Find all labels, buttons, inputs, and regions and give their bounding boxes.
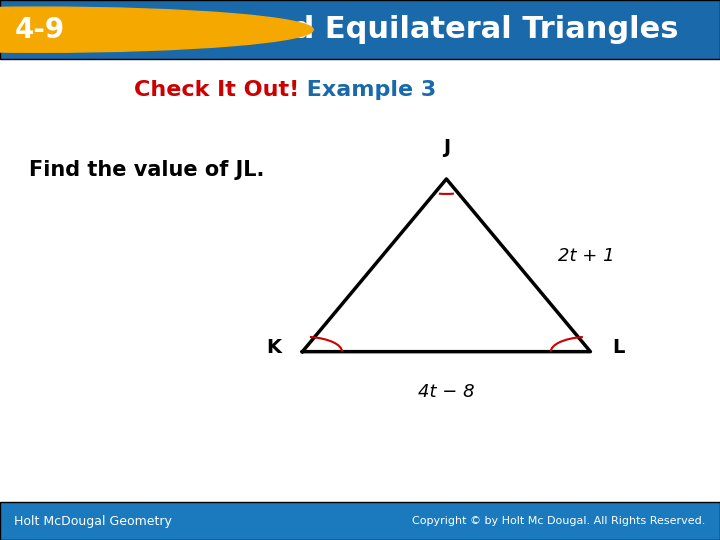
Text: Check It Out!: Check It Out! [133, 80, 299, 100]
Text: 4-9: 4-9 [14, 16, 65, 44]
Text: Isosceles and Equilateral Triangles: Isosceles and Equilateral Triangles [83, 15, 678, 44]
Text: K: K [266, 338, 281, 357]
Text: L: L [612, 338, 624, 357]
Text: Find the value of JL.: Find the value of JL. [29, 160, 264, 180]
Text: Copyright © by Holt Mc Dougal. All Rights Reserved.: Copyright © by Holt Mc Dougal. All Right… [413, 516, 706, 526]
Text: 2t + 1: 2t + 1 [558, 247, 615, 266]
FancyBboxPatch shape [0, 0, 720, 59]
Text: Holt McDougal Geometry: Holt McDougal Geometry [14, 515, 172, 528]
Text: J: J [443, 138, 450, 157]
FancyBboxPatch shape [0, 502, 720, 540]
Circle shape [0, 7, 313, 52]
Text: Example 3: Example 3 [299, 80, 436, 100]
Text: 4t − 8: 4t − 8 [418, 383, 474, 401]
